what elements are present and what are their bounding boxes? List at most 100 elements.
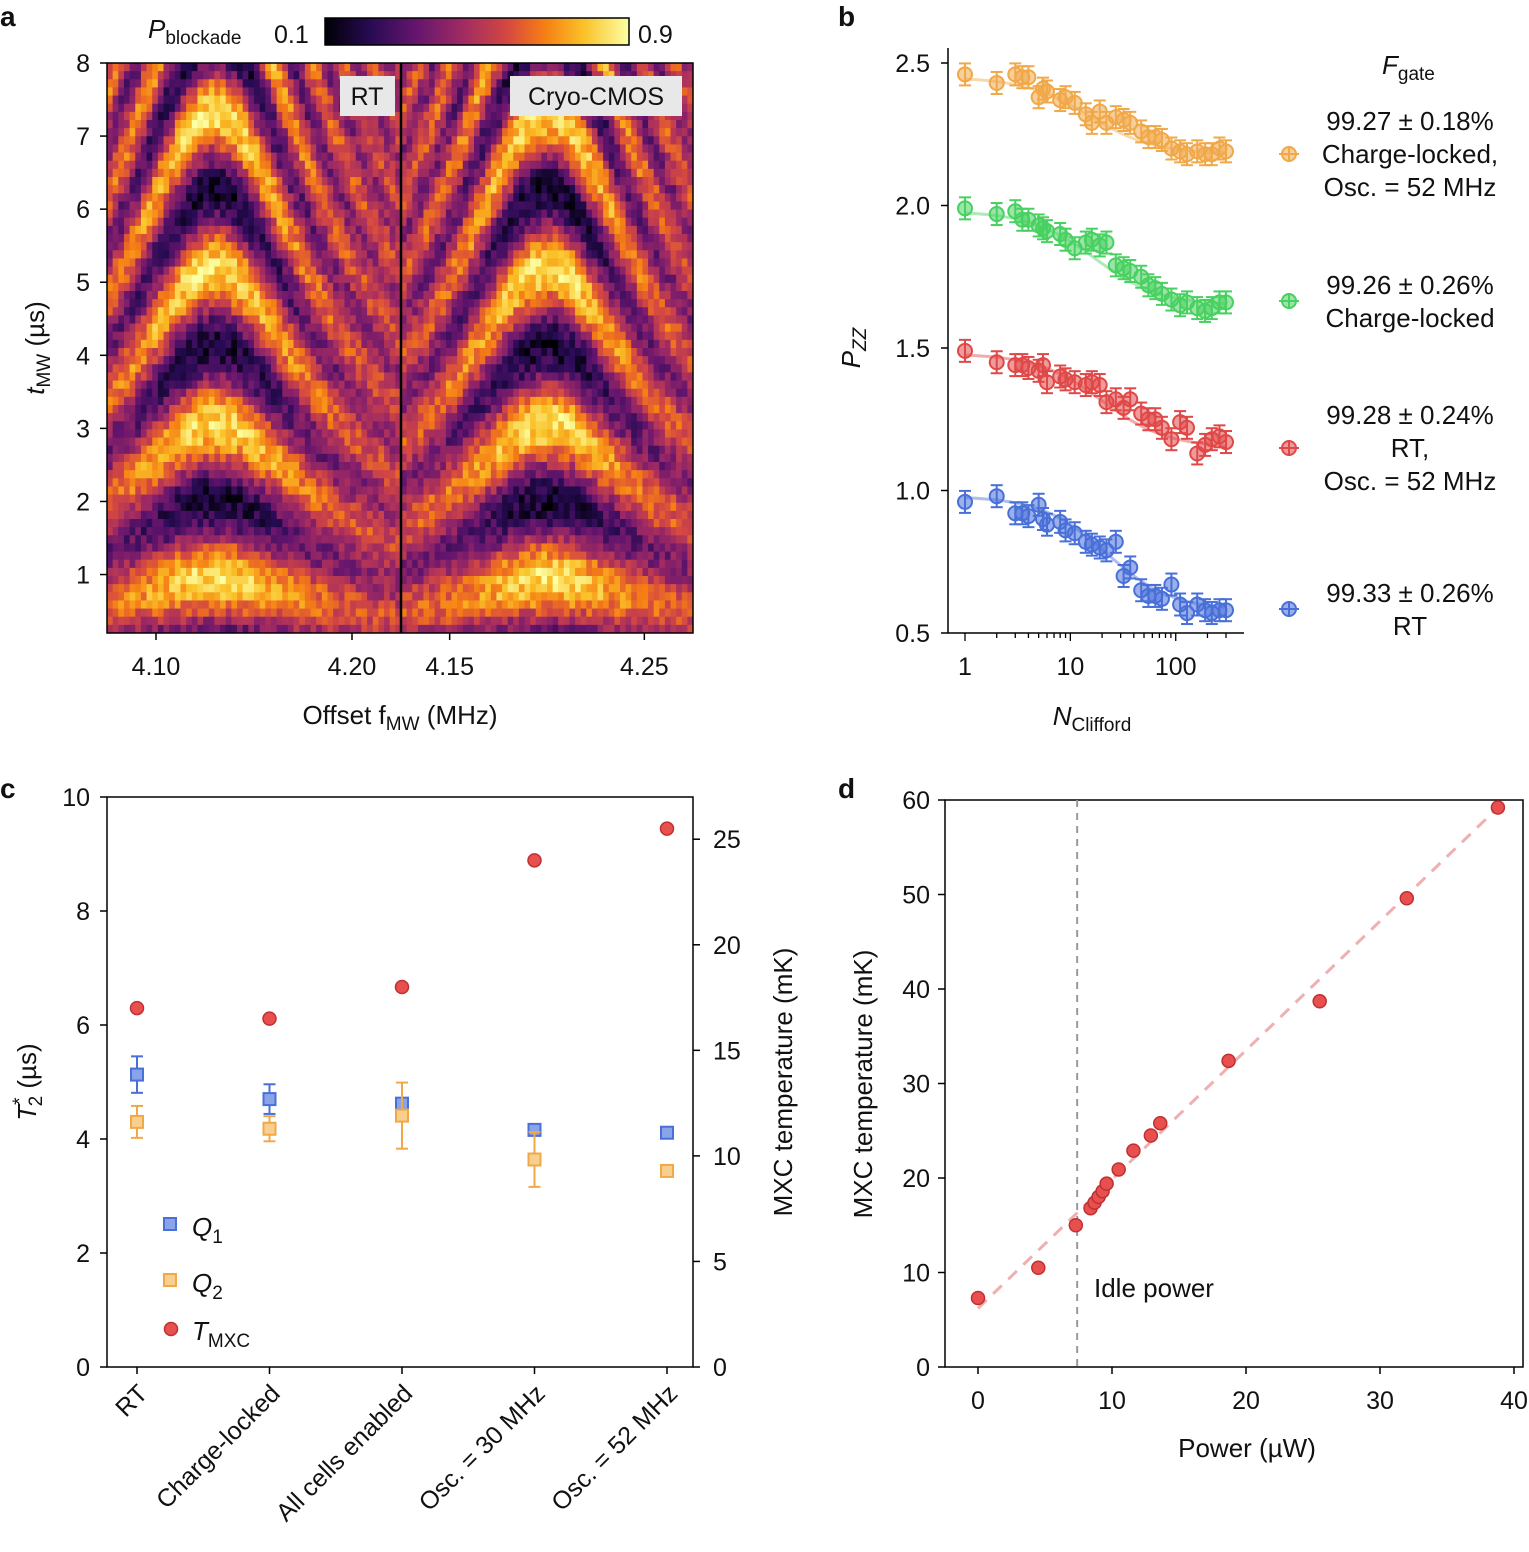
- heatmap-cell: [384, 177, 391, 186]
- heatmap-cell: [123, 600, 131, 610]
- heatmap-cell: [479, 250, 486, 260]
- heatmap-cell: [180, 372, 187, 382]
- heatmap-cell: [479, 152, 486, 162]
- heatmap-cell: [406, 413, 413, 422]
- heatmap-cell: [457, 339, 464, 349]
- heatmap-cell: [203, 356, 210, 365]
- heatmap-cell: [157, 79, 165, 89]
- heatmap-cell: [389, 128, 396, 137]
- heatmap-cell: [423, 519, 430, 528]
- heatmap-cell: [333, 502, 340, 512]
- heatmap-cell: [395, 527, 401, 536]
- heatmap-cell: [112, 535, 119, 545]
- heatmap-cell: [231, 551, 238, 561]
- heatmap-cell: [344, 250, 351, 260]
- heatmap-cell: [135, 348, 142, 357]
- heatmap-cell: [451, 624, 458, 633]
- heatmap-cell: [180, 307, 187, 317]
- heatmap-cell: [186, 299, 193, 308]
- heatmap-cell: [445, 592, 453, 602]
- heatmap-cell: [344, 445, 351, 455]
- heatmap-cell: [401, 445, 408, 455]
- heatmap-cell: [417, 71, 425, 80]
- heatmap-cell: [401, 510, 408, 520]
- heatmap-cell: [496, 274, 503, 284]
- heatmap-cell: [378, 445, 385, 455]
- heatmap-cell: [112, 551, 119, 561]
- heatmap-cell: [214, 356, 221, 365]
- heatmap-cell: [287, 543, 295, 553]
- heatmap-cell: [507, 168, 514, 178]
- heatmap-cell: [361, 437, 368, 447]
- heatmap-cell: [140, 291, 148, 300]
- heatmap-cell: [451, 519, 458, 528]
- heatmap-cell: [152, 437, 159, 447]
- heatmap-cell: [417, 307, 425, 317]
- heatmap-cell: [445, 201, 453, 211]
- heatmap-cell: [265, 576, 272, 585]
- heatmap-cell: [457, 470, 464, 479]
- heatmap-cell: [434, 576, 441, 585]
- heatmap-cell: [270, 111, 278, 121]
- heatmap-cell: [462, 217, 469, 227]
- heatmap-cell: [462, 445, 469, 455]
- heatmap-cell: [112, 185, 119, 194]
- heatmap-cell: [327, 95, 334, 105]
- heatmap-cell: [361, 576, 368, 585]
- heatmap-cell: [485, 364, 492, 374]
- heatmap-cell: [129, 128, 136, 137]
- heatmap-cell: [129, 63, 136, 72]
- heatmap-cell: [423, 111, 430, 121]
- heatmap-cell: [140, 348, 148, 357]
- heatmap-cell: [282, 584, 289, 593]
- heatmap-cell: [225, 79, 232, 89]
- heatmap-cell: [338, 307, 346, 317]
- heatmap-cell: [129, 437, 136, 447]
- heatmap-cell: [146, 437, 153, 447]
- heatmap-cell: [118, 356, 125, 365]
- heatmap-cell: [451, 405, 458, 414]
- heatmap-cell: [367, 543, 374, 553]
- heatmap-cell: [367, 250, 374, 260]
- heatmap-cell: [490, 592, 498, 602]
- heatmap-cell: [327, 421, 334, 431]
- heatmap-cell: [474, 348, 481, 357]
- heatmap-cell: [140, 543, 148, 553]
- heatmap-cell: [135, 437, 142, 447]
- heatmap-cell: [344, 567, 351, 577]
- heatmap-cell: [502, 168, 509, 178]
- heatmap-cell: [140, 299, 148, 308]
- heatmap-cell: [310, 470, 317, 479]
- heatmap-cell: [462, 380, 469, 390]
- heatmap-cell: [123, 103, 131, 113]
- heatmap-cell: [304, 510, 312, 520]
- heatmap-cell: [123, 250, 131, 260]
- heatmap-cell: [248, 79, 255, 89]
- heatmap-cell: [355, 136, 363, 146]
- heatmap-cell: [310, 510, 317, 520]
- heatmap-cell: [434, 348, 441, 357]
- heatmap-cell: [321, 103, 329, 113]
- heatmap-cell: [468, 421, 475, 431]
- heatmap-cell: [254, 502, 261, 512]
- heatmap-cell: [293, 63, 300, 72]
- heatmap-cell: [225, 185, 232, 194]
- heatmap-cell: [135, 624, 142, 633]
- heatmap-cell: [389, 559, 396, 569]
- heatmap-cell: [186, 584, 193, 593]
- heatmap-cell: [174, 242, 182, 251]
- heatmap-cell: [237, 364, 244, 374]
- heatmap-cell: [231, 291, 238, 300]
- heatmap-cell: [287, 258, 295, 268]
- heatmap-cell: [270, 396, 278, 406]
- heatmap-cell: [412, 356, 419, 365]
- heatmap-cell: [237, 494, 244, 504]
- heatmap-cell: [259, 502, 266, 512]
- heatmap-cell: [474, 470, 481, 479]
- heatmap-cell: [502, 364, 509, 374]
- heatmap-cell: [214, 486, 221, 496]
- heatmap-cell: [265, 291, 272, 300]
- heatmap-cell: [321, 616, 329, 626]
- heatmap-cell: [270, 225, 278, 235]
- heatmap-cell: [440, 437, 447, 447]
